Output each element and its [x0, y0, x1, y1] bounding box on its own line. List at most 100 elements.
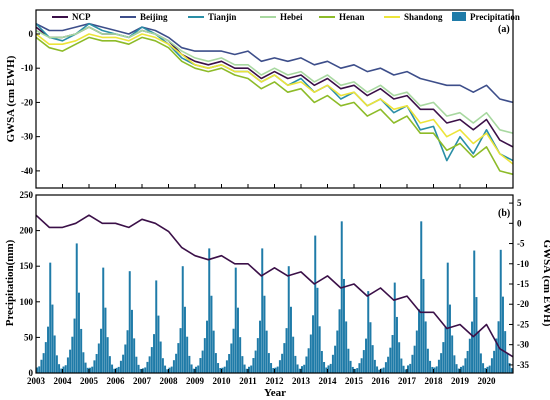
panel-b-x-tick-label: 2020	[478, 376, 497, 386]
precipitation-bar	[150, 347, 153, 373]
precipitation-bar	[230, 343, 233, 373]
precipitation-bar	[479, 353, 482, 373]
precipitation-bar	[53, 335, 56, 373]
precipitation-bar	[73, 318, 76, 373]
panel-b-y-axis-title: Precipitation(mm)	[4, 239, 16, 326]
precipitation-bar	[239, 337, 242, 373]
precipitation-bar	[285, 328, 288, 373]
precipitation-bar	[223, 366, 226, 373]
precipitation-bar	[356, 368, 359, 373]
precipitation-bar	[91, 366, 94, 373]
precipitation-bar	[113, 368, 116, 373]
panel-b-y2-tick-label: -10	[517, 259, 529, 269]
panel-b-x-tick-label: 2012	[266, 376, 285, 386]
precipitation-bar	[466, 350, 469, 373]
panel-b-x-tick-label: 2010	[213, 376, 232, 386]
precipitation-bar	[499, 249, 502, 373]
precipitation-bar	[124, 344, 127, 373]
precipitation-bar	[64, 365, 67, 373]
precipitation-bar	[382, 367, 385, 373]
precipitation-bar	[265, 330, 268, 373]
precipitation-bar	[263, 295, 266, 373]
precipitation-bar	[58, 364, 61, 373]
precipitation-bar	[506, 353, 509, 373]
precipitation-bar	[455, 364, 458, 373]
precipitation-bar	[482, 363, 485, 373]
series-line-hebei	[35, 26, 514, 134]
panel-b-y2-tick-label: -35	[517, 360, 529, 370]
precipitation-bar	[287, 266, 290, 373]
precipitation-bar	[77, 292, 80, 373]
precipitation-bar	[369, 322, 372, 373]
panel-a-y-tick-label: -40	[21, 166, 33, 176]
panel-b-x-tick-label: 2015	[345, 376, 364, 386]
precipitation-bar	[161, 358, 164, 373]
precipitation-bar	[42, 353, 45, 373]
precipitation-bar	[153, 334, 156, 373]
panel-b-x-tick-label: 2008	[160, 376, 179, 386]
precipitation-bar	[307, 348, 310, 373]
precipitation-bar	[175, 353, 178, 373]
panel-a-tag: (a)	[498, 24, 510, 35]
precipitation-bar	[440, 353, 443, 373]
precipitation-bar	[139, 368, 142, 373]
precipitation-bar	[108, 356, 111, 373]
precipitation-bar	[100, 328, 103, 373]
precipitation-bar	[495, 338, 498, 373]
panel-b-y-tick-label: 150	[20, 261, 34, 271]
panel-a-y-tick-label: -20	[21, 97, 33, 107]
panel-b-gwsa-line	[35, 214, 514, 358]
precipitation-bar	[84, 362, 87, 373]
precipitation-bar	[179, 328, 182, 373]
precipitation-bar	[371, 345, 374, 373]
precipitation-bar	[413, 345, 416, 373]
precipitation-bar	[420, 221, 423, 373]
precipitation-bar	[289, 306, 292, 373]
precipitation-bar	[325, 367, 328, 373]
legend-label-ncp: NCP	[72, 12, 91, 22]
precipitation-bar	[243, 364, 246, 373]
panel-b-y2-axis-title: GWSA (cm EWH)	[541, 240, 550, 327]
precipitation-bar	[97, 343, 100, 373]
panel-b-x-tick-label: 2013	[292, 376, 311, 386]
precipitation-bar	[86, 367, 89, 373]
precipitation-bar	[142, 368, 144, 373]
precipitation-bar	[404, 369, 407, 373]
precipitation-bar	[122, 354, 125, 373]
panel-b-y2-tick-label: 5	[517, 198, 522, 208]
precipitation-bar	[44, 342, 47, 373]
precipitation-bar	[433, 367, 436, 373]
precipitation-bar	[418, 309, 421, 373]
panel-b-x-tick-label: 2011	[239, 376, 257, 386]
precipitation-bar	[126, 330, 129, 373]
precipitation-bar	[144, 367, 147, 373]
series-line-henan	[35, 36, 514, 176]
precipitation-bar	[168, 367, 171, 373]
precipitation-bar	[146, 361, 149, 373]
panel-a-y-tick-label: 0	[29, 29, 34, 39]
precipitation-bar	[473, 250, 476, 373]
precipitation-bar	[314, 235, 317, 373]
panel-b-x-tick-label: 2007	[133, 376, 152, 386]
panel-a-series-lines	[35, 22, 514, 176]
precipitation-bar	[486, 366, 489, 373]
precipitation-bar	[159, 341, 162, 373]
precipitation-bar	[391, 335, 394, 373]
precipitation-bar	[475, 297, 478, 373]
panel-b-y2-tick-label: -15	[517, 279, 529, 289]
precipitation-bar	[342, 278, 345, 373]
precipitation-bar	[358, 363, 361, 373]
precipitation-bar	[331, 354, 334, 373]
precipitation-bar	[437, 359, 440, 373]
precipitation-bar	[164, 365, 167, 373]
precipitation-bar	[398, 342, 401, 373]
precipitation-bar	[380, 368, 383, 373]
precipitation-bar	[170, 366, 173, 373]
precipitation-bar	[66, 357, 69, 373]
precipitation-bar	[115, 367, 118, 373]
series-line-beijing	[35, 22, 514, 104]
precipitation-bar	[376, 366, 379, 373]
